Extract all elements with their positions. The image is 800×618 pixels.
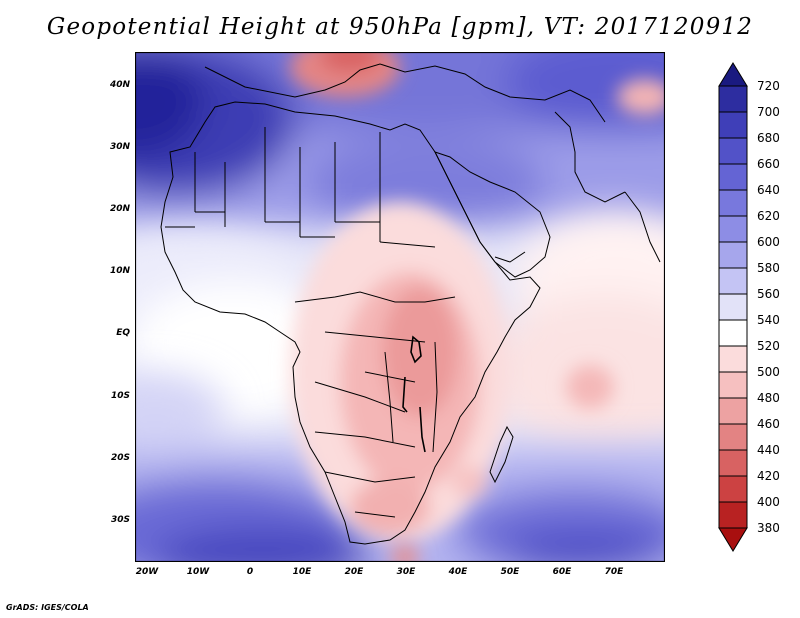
colorbar-segment	[718, 449, 748, 477]
map-title: Geopotential Height at 950hPa [gpm], VT:…	[46, 14, 754, 40]
lon-label-40e: 40E	[448, 567, 468, 577]
lon-label-60e: 60E	[552, 567, 572, 577]
madagascar	[489, 425, 514, 484]
lon-label-70e: 70E	[604, 567, 624, 577]
legend-label-580: 580	[757, 261, 780, 275]
colorbar-bottom-triangle	[718, 527, 748, 552]
legend-label-460: 460	[757, 417, 780, 431]
colorbar-segment	[718, 215, 748, 243]
legend-label-400: 400	[757, 495, 780, 509]
colorbar-segment	[718, 423, 748, 451]
lon-label-0: 0	[246, 567, 254, 577]
lon-label-10w: 10W	[186, 567, 210, 577]
legend-label-720: 720	[757, 79, 780, 93]
legend-label-620: 620	[757, 209, 780, 223]
colorbar-segment	[718, 345, 748, 373]
legend-label-380: 380	[757, 521, 780, 535]
legend-label-600: 600	[757, 235, 780, 249]
great-lakes	[402, 335, 426, 453]
lon-label-20w: 20W	[135, 567, 159, 577]
legend-label-420: 420	[757, 469, 780, 483]
colorbar-segment	[718, 319, 748, 347]
grads-credit: GrADS: IGES/COLA	[6, 603, 89, 612]
lat-label-10s: 10S	[110, 391, 130, 401]
lat-label-eq: EQ	[116, 328, 130, 338]
colorbar-segment	[718, 189, 748, 217]
lon-label-20e: 20E	[344, 567, 364, 577]
colorbar-segment	[718, 397, 748, 425]
colorbar-top-triangle	[718, 62, 748, 87]
colorbar	[718, 62, 748, 552]
legend-label-480: 480	[757, 391, 780, 405]
legend-label-540: 540	[757, 313, 780, 327]
colorbar-segment	[718, 163, 748, 191]
legend-label-700: 700	[757, 105, 780, 119]
colorbar-segment	[718, 137, 748, 165]
colorbar-segment	[718, 475, 748, 503]
lon-label-10e: 10E	[292, 567, 312, 577]
lat-label-30s: 30S	[110, 515, 130, 525]
height-field	[135, 52, 665, 562]
colorbar-segment	[718, 501, 748, 529]
colorbar-segment	[718, 85, 748, 113]
lat-label-20n: 20N	[109, 204, 130, 214]
legend-label-680: 680	[757, 131, 780, 145]
lat-label-10n: 10N	[109, 266, 130, 276]
colorbar-segments	[718, 62, 748, 552]
lat-label-20s: 20S	[110, 453, 130, 463]
lat-label-40n: 40N	[109, 80, 130, 90]
map-frame	[135, 52, 665, 562]
colorbar-segment	[718, 371, 748, 399]
legend-label-660: 660	[757, 157, 780, 171]
legend-label-440: 440	[757, 443, 780, 457]
legend-label-500: 500	[757, 365, 780, 379]
legend-label-560: 560	[757, 287, 780, 301]
colorbar-segment	[718, 267, 748, 295]
lon-label-50e: 50E	[500, 567, 520, 577]
colorbar-segment	[718, 241, 748, 269]
legend-label-640: 640	[757, 183, 780, 197]
coastline-layer	[160, 63, 661, 545]
geopotential-map	[135, 52, 665, 562]
lon-label-30e: 30E	[396, 567, 416, 577]
colorbar-segment	[718, 111, 748, 139]
legend-label-520: 520	[757, 339, 780, 353]
lat-label-30n: 30N	[109, 142, 130, 152]
colorbar-segment	[718, 293, 748, 321]
